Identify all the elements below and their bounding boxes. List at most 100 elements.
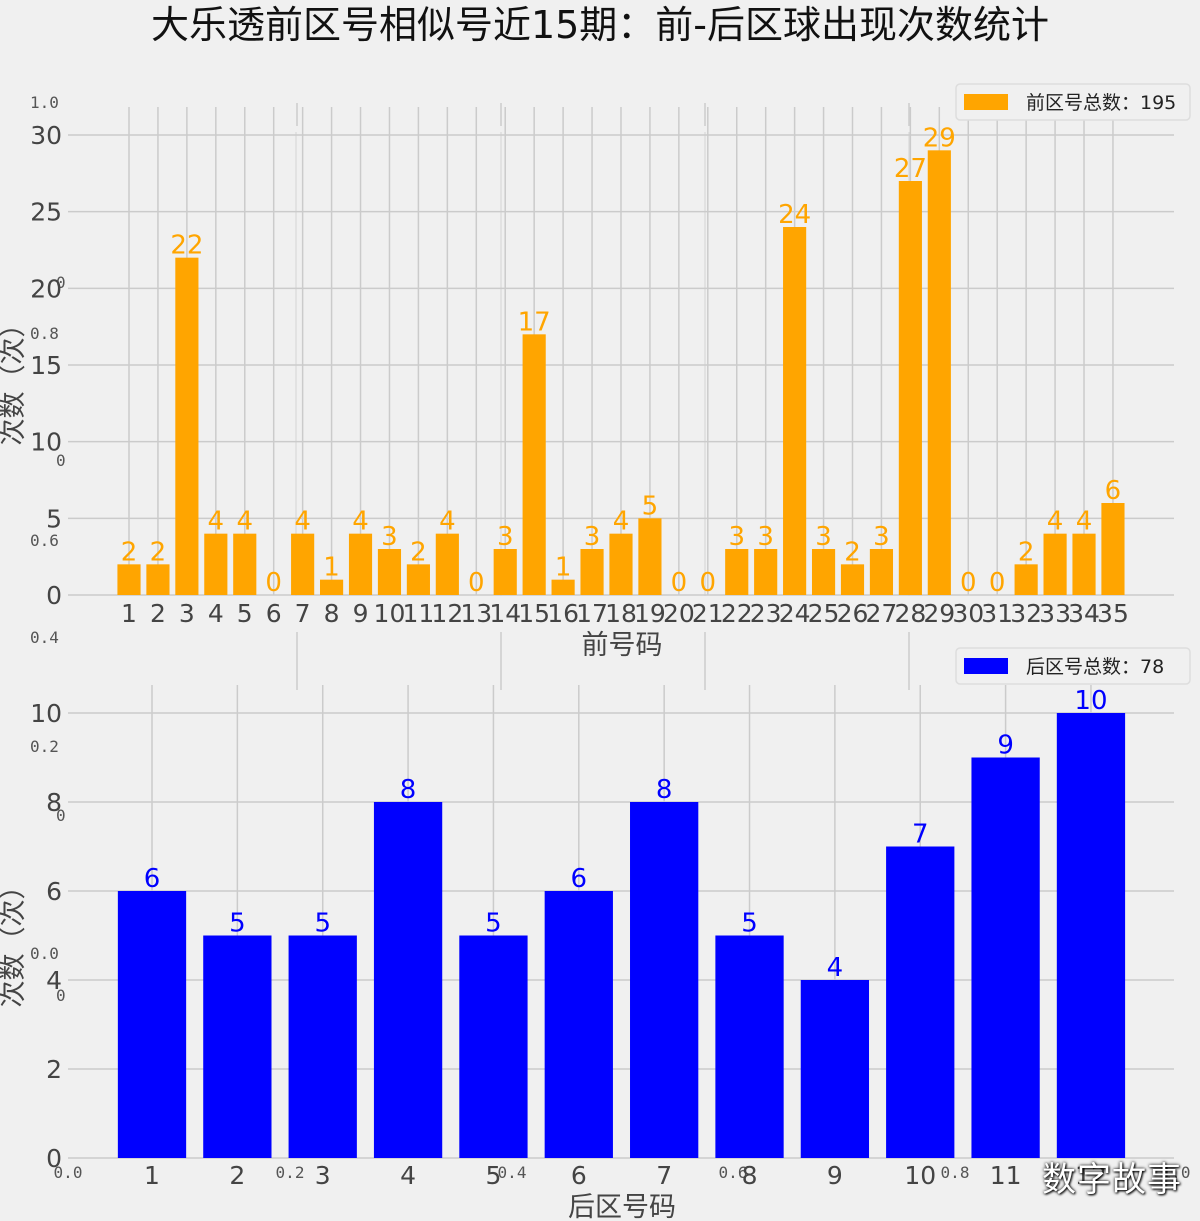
bar-value-label: 2 <box>410 537 427 567</box>
bar-value-label: 7 <box>912 820 929 850</box>
x-tick-label: 3 <box>179 599 195 628</box>
bar <box>146 564 170 595</box>
legend-label: 后区号总数：78 <box>1026 656 1164 678</box>
back-zone-chart: 0 2 4 6 8 10 6 1 5 2 5 3 8 4 5 5 6 6 8 7 5 8 4 9 7 10 9 11 10 12 后区号码 次… <box>0 647 1191 1221</box>
bar-value-label: 27 <box>894 154 927 184</box>
bar <box>840 564 865 595</box>
bar <box>869 549 894 595</box>
x-tick-label: 3 <box>315 1161 331 1190</box>
legend-label: 前区号总数：195 <box>1026 92 1176 114</box>
bar <box>204 533 228 595</box>
ghost-left-zero: 0 <box>56 806 66 825</box>
bar <box>175 257 199 595</box>
x-tick-label: 14 <box>489 599 521 628</box>
bar <box>811 549 836 595</box>
x-tick-label: 6 <box>571 1161 587 1190</box>
bar-value-label: 2 <box>121 537 138 567</box>
x-tick-label: 7 <box>656 1161 672 1190</box>
bar-value-label: 0 <box>989 568 1006 598</box>
ghost-left-label: 0.0 <box>30 944 59 963</box>
bar-value-label: 2 <box>1018 537 1035 567</box>
bar <box>927 150 951 596</box>
x-tick-label: 10 <box>904 1161 936 1190</box>
x-axis-label: 前号码 <box>582 630 663 661</box>
bar <box>725 549 749 595</box>
x-tick-label: 5 <box>485 1161 501 1190</box>
y-tick-label: 15 <box>30 351 62 380</box>
x-tick-label: 32 <box>1010 599 1042 628</box>
bar-value-label: 4 <box>294 507 311 537</box>
ghost-left-zero: 0 <box>56 451 66 470</box>
y-tick-label: 0 <box>46 1144 62 1173</box>
bar-value-label: 0 <box>700 568 717 598</box>
ghost-bottom-label: 0.8 <box>941 1163 970 1182</box>
x-tick-label: 1 <box>144 1161 160 1190</box>
x-tick-label: 2 <box>229 1161 245 1190</box>
bar-value-label: 8 <box>400 775 417 805</box>
bar-value-label: 6 <box>1105 476 1122 506</box>
x-tick-label: 27 <box>866 599 898 628</box>
bar <box>1014 564 1038 595</box>
ghost-bottom-label: 1.0 <box>1162 1163 1191 1182</box>
x-tick-label: 2 <box>150 599 166 628</box>
x-tick-label: 10 <box>374 599 406 628</box>
bar <box>1043 533 1067 595</box>
ghost-left-label: 0.6 <box>30 531 59 550</box>
ghost-bottom-label: 0.4 <box>498 1163 527 1182</box>
y-tick-label: 2 <box>46 1055 62 1084</box>
y-tick-label: 0 <box>46 581 62 610</box>
bar-value-label: 4 <box>236 507 253 537</box>
legend: 后区号总数：78 <box>955 647 1191 685</box>
x-tick-label: 34 <box>1068 599 1100 628</box>
bar-value-label: 5 <box>314 909 331 939</box>
ghost-left-zero: 0 <box>56 986 66 1005</box>
ghost-bottom-label: 0.0 <box>54 1163 83 1182</box>
bar-value-label: 1 <box>555 553 572 583</box>
bar-value-label: 5 <box>741 909 758 939</box>
bar-value-label: 3 <box>381 522 398 552</box>
chart-title: 大乐透前区号相似号近15期：前-后区球出现次数统计 <box>150 3 1050 47</box>
bar-value-label: 3 <box>497 522 514 552</box>
y-tick-label: 30 <box>30 121 62 150</box>
bar-value-label: 0 <box>960 568 977 598</box>
bar <box>348 533 373 595</box>
bar-value-label: 3 <box>728 522 745 552</box>
x-tick-label: 12 <box>1075 1161 1107 1190</box>
legend-swatch <box>964 658 1008 674</box>
y-tick-label: 8 <box>46 788 62 817</box>
y-tick-label: 25 <box>30 198 62 227</box>
bar <box>117 891 187 1158</box>
x-tick-label: 5 <box>237 599 253 628</box>
bar-value-label: 4 <box>208 507 225 537</box>
x-tick-label: 25 <box>808 599 840 628</box>
bar <box>493 549 517 595</box>
bar <box>1101 503 1125 595</box>
front-zone-chart: 0510152025302122223444506471849310211412… <box>0 83 1191 661</box>
bar <box>783 227 807 595</box>
bar <box>203 935 272 1158</box>
bar-value-label: 4 <box>613 507 630 537</box>
bar <box>609 533 633 595</box>
bar-value-label: 1 <box>323 553 340 583</box>
bar-value-label: 6 <box>571 864 588 894</box>
y-tick-label: 10 <box>30 428 62 457</box>
x-tick-label: 4 <box>208 599 224 628</box>
y-tick-label: 4 <box>46 966 62 995</box>
x-tick-label: 28 <box>894 599 926 628</box>
x-tick-label: 6 <box>266 599 282 628</box>
bar <box>435 533 459 595</box>
bar-value-label: 17 <box>518 307 551 337</box>
legend-box <box>955 647 1191 685</box>
bar <box>544 891 613 1158</box>
bar-value-label: 4 <box>1047 507 1064 537</box>
bar-value-label: 5 <box>642 491 659 521</box>
ghost-left-label: 0.2 <box>30 737 59 756</box>
x-tick-label: 9 <box>827 1161 843 1190</box>
bar-value-label: 4 <box>439 507 456 537</box>
bar <box>288 935 357 1158</box>
ghost-bottom-label: 0.6 <box>719 1163 748 1182</box>
bar-value-label: 2 <box>150 537 167 567</box>
bar <box>117 564 141 595</box>
